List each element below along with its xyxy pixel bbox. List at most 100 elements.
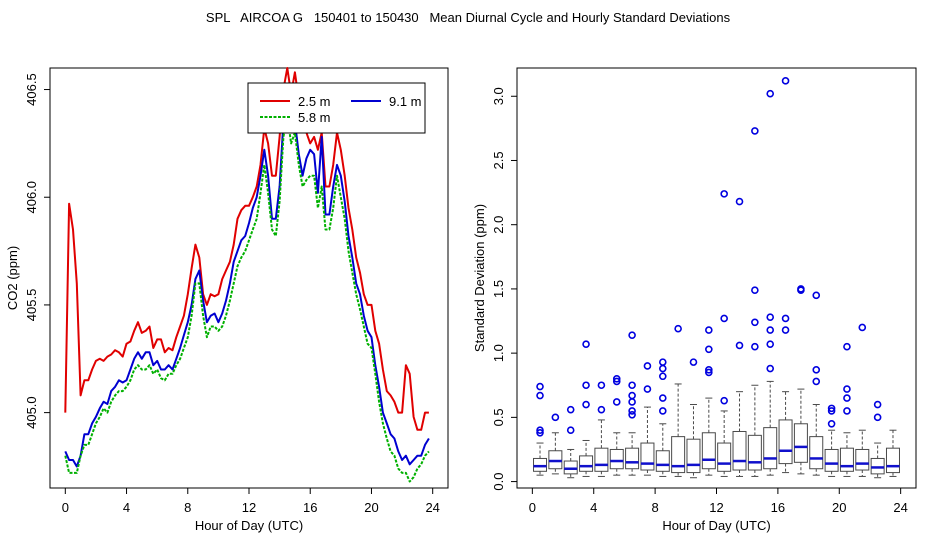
- outlier-point: [781, 314, 790, 323]
- box-hour-10.5: [686, 358, 701, 479]
- box-hour-16.5: [778, 77, 793, 474]
- box-hour-19.5: [824, 404, 839, 477]
- left-x-tick-label: 12: [242, 500, 256, 515]
- outlier-point: [705, 345, 713, 354]
- box-hour-14.5: [747, 127, 762, 477]
- box-hour-9.5: [671, 324, 686, 477]
- box-hour-4.5: [594, 381, 609, 477]
- outlier-point: [582, 340, 590, 348]
- outlier-point: [843, 394, 851, 402]
- outlier-point: [705, 368, 713, 377]
- box-hour-12.5: [717, 190, 732, 477]
- right-plot-frame: [516, 67, 917, 489]
- outlier-point: [873, 413, 882, 422]
- legend-label: 9.1 m: [389, 94, 422, 109]
- outlier-point: [582, 400, 590, 409]
- outlier-point: [658, 394, 667, 402]
- outlier-point: [628, 410, 636, 419]
- right-y-axis-label: Standard Deviation (ppm): [472, 204, 487, 352]
- right-x-tick-label: 24: [893, 500, 907, 515]
- std-dev-boxplot: 0 4 8 12 16 20 24 0.0 0.5 1.0 1.5 2.0 2.5 3.0 Hour of …: [472, 67, 917, 533]
- iqr-box: [870, 457, 885, 475]
- left-y-tick-label: 405.0: [24, 396, 39, 429]
- figure-title: SPL AIRCOA G 150401 to 150430 Mean Diurn…: [206, 10, 731, 25]
- right-y-tick-label: 2.5: [491, 151, 506, 169]
- box-hour-21.5: [855, 323, 870, 477]
- right-y-tick-label: 3.0: [491, 87, 506, 105]
- outlier-point: [582, 381, 590, 390]
- outlier-point: [735, 341, 744, 350]
- left-x-tick-label: 20: [364, 500, 378, 515]
- co2-diurnal-cycle-plot: 0 4 8 12 16 20 24 405.0 405.5 406.0 406.5 Hour of D…: [5, 67, 449, 533]
- outlier-point: [873, 400, 882, 409]
- outlier-point: [612, 375, 621, 383]
- iqr-box: [548, 450, 563, 470]
- legend: 2.5 m 9.1 m 5.8 m: [247, 82, 426, 134]
- outlier-point: [536, 428, 544, 437]
- legend-label: 2.5 m: [298, 94, 331, 109]
- outlier-point: [628, 331, 636, 339]
- iqr-box: [778, 419, 793, 465]
- iqr-box: [793, 423, 808, 463]
- outlier-point: [843, 342, 851, 351]
- outlier-point: [628, 407, 636, 415]
- outlier-point: [597, 405, 606, 414]
- series-line-9-1-m: [64, 99, 430, 468]
- outlier-point: [536, 391, 544, 400]
- box-hour-2.5: [563, 405, 578, 479]
- box-hour-17.5: [793, 285, 808, 475]
- outlier-point: [843, 385, 851, 393]
- iqr-box: [655, 450, 670, 472]
- outlier-point: [797, 285, 805, 293]
- left-y-tick-label: 406.5: [24, 73, 39, 106]
- legend-label: 5.8 m: [298, 110, 331, 125]
- right-y-tick-label: 0.5: [491, 408, 506, 426]
- outlier-point: [612, 398, 621, 406]
- iqr-box: [839, 447, 854, 472]
- left-y-tick-label: 406.0: [24, 181, 39, 214]
- series-line-2-5-m: [64, 67, 429, 431]
- outlier-point: [705, 366, 713, 374]
- outlier-point: [751, 318, 759, 327]
- iqr-box: [533, 457, 548, 472]
- outlier-point: [536, 426, 544, 435]
- iqr-box: [732, 430, 747, 471]
- left-x-tick-label: 0: [62, 500, 69, 515]
- left-x-tick-label: 4: [123, 500, 130, 515]
- box-hour-6.5: [625, 331, 640, 476]
- iqr-box: [609, 448, 624, 470]
- iqr-box: [763, 427, 778, 470]
- iqr-box: [640, 442, 655, 471]
- outlier-point: [766, 340, 775, 348]
- legend-box: [247, 82, 426, 134]
- iqr-box: [594, 447, 609, 472]
- outlier-point: [658, 364, 667, 373]
- outlier-point: [536, 382, 544, 391]
- outlier-point: [766, 313, 775, 321]
- right-x-tick-label: 8: [651, 500, 658, 515]
- right-x-tick-label: 4: [590, 500, 597, 515]
- outlier-point: [597, 381, 606, 390]
- outlier-point: [643, 385, 652, 393]
- right-y-tick-label: 1.5: [491, 280, 506, 298]
- iqr-box: [809, 436, 824, 470]
- right-x-tick-label: 20: [832, 500, 846, 515]
- outlier-point: [812, 366, 821, 374]
- outlier-point: [812, 377, 821, 386]
- iqr-box: [671, 436, 686, 474]
- box-hour-15.5: [763, 89, 778, 476]
- left-x-tick-label: 24: [425, 500, 439, 515]
- box-hour-13.5: [732, 197, 747, 477]
- iqr-box: [563, 460, 578, 475]
- outlier-point: [705, 326, 713, 334]
- outlier-point: [781, 77, 790, 85]
- outlier-point: [658, 372, 667, 381]
- box-hour-1.5: [548, 413, 563, 475]
- outlier-point: [781, 326, 790, 334]
- left-y-axis-label: CO2 (ppm): [5, 246, 20, 310]
- outlier-point: [628, 391, 636, 400]
- outlier-point: [643, 362, 652, 370]
- left-x-axis-label: Hour of Day (UTC): [195, 518, 303, 533]
- outlier-point: [812, 291, 821, 300]
